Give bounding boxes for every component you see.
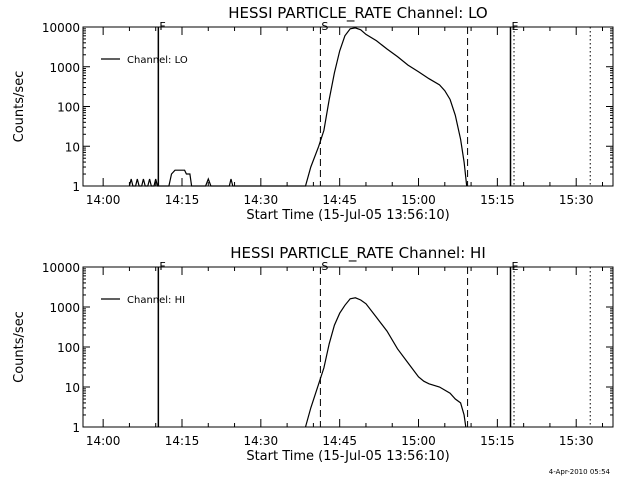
lo-channel-panel: HESSI PARTICLE_RATE Channel: LO 1 10 100 100… xyxy=(12,4,614,223)
marker-label: E xyxy=(512,20,519,33)
x-tick-label: 14:45 xyxy=(322,193,357,207)
y-axis-label: Counts/sec xyxy=(12,311,27,383)
y-tick-label: 1000 xyxy=(49,61,80,75)
marker-label: S xyxy=(321,20,328,33)
y-tick-label: 10000 xyxy=(42,21,80,35)
x-axis-label: Start Time (15-Jul-05 13:56:10) xyxy=(246,208,449,223)
x-tick-label: 15:00 xyxy=(401,193,436,207)
x-tick-label: 15:30 xyxy=(559,193,594,207)
x-tick-label: 14:30 xyxy=(244,434,279,448)
timestamp-label: 4-Apr-2010 05:54 xyxy=(549,468,611,476)
y-tick-label: 10000 xyxy=(42,261,80,275)
y-tick-label: 10 xyxy=(65,140,80,154)
y-tick-label: 10 xyxy=(65,381,80,395)
marker-label: F xyxy=(159,260,165,273)
plot-frame xyxy=(82,26,614,187)
y-tick-label: 1000 xyxy=(49,301,80,315)
y-axis-label: Counts/sec xyxy=(12,71,27,143)
chart-title: HESSI PARTICLE_RATE Channel: HI xyxy=(230,244,486,263)
x-tick-label: 14:30 xyxy=(244,193,279,207)
legend-label: Channel: HI xyxy=(127,295,185,306)
legend-label: Channel: LO xyxy=(127,55,188,66)
x-tick-label: 15:15 xyxy=(480,434,515,448)
series-line xyxy=(128,27,468,187)
marker-label: E xyxy=(512,260,519,273)
series-line xyxy=(304,297,467,428)
x-tick-label: 14:00 xyxy=(86,434,121,448)
x-tick-label: 14:00 xyxy=(86,193,121,207)
marker-label: S xyxy=(321,260,328,273)
x-tick-label: 15:00 xyxy=(401,434,436,448)
x-tick-label: 14:15 xyxy=(165,434,200,448)
x-axis-label: Start Time (15-Jul-05 13:56:10) xyxy=(246,449,449,464)
x-tick-label: 14:45 xyxy=(322,434,357,448)
plot-frame xyxy=(82,266,614,428)
y-tick-label: 1 xyxy=(72,180,80,194)
x-tick-label: 15:30 xyxy=(559,434,594,448)
x-tick-label: 15:15 xyxy=(480,193,515,207)
hi-channel-panel: HESSI PARTICLE_RATE Channel: HI 1 10 100 100… xyxy=(12,244,614,464)
y-tick-label: 100 xyxy=(57,101,80,115)
marker-label: F xyxy=(159,20,165,33)
y-tick-label: 1 xyxy=(72,421,80,435)
y-tick-label: 100 xyxy=(57,341,80,355)
chart-title: HESSI PARTICLE_RATE Channel: LO xyxy=(228,4,487,23)
x-tick-label: 14:15 xyxy=(165,193,200,207)
